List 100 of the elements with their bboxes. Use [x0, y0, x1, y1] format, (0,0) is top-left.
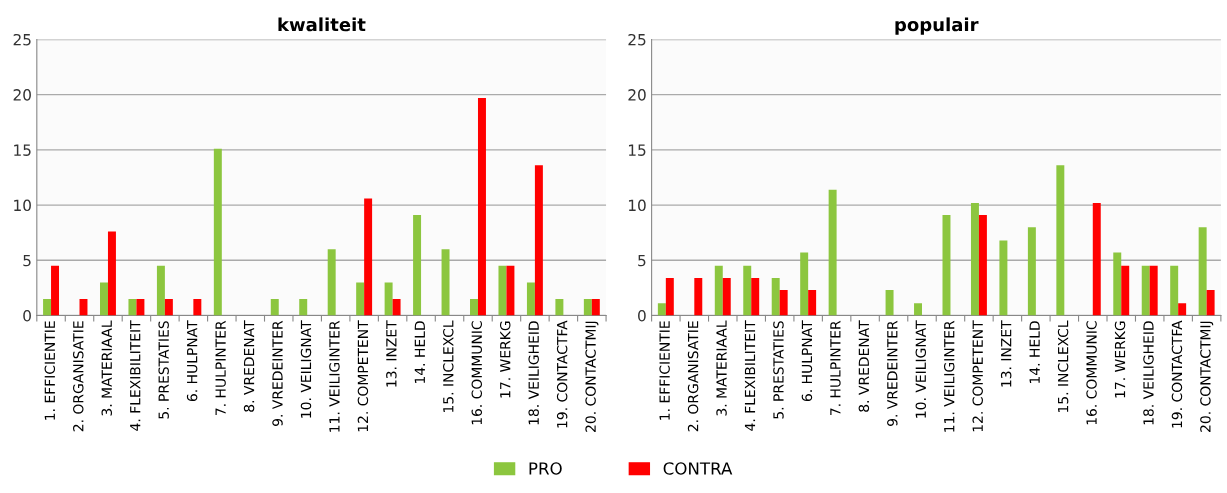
bar [779, 290, 788, 316]
bar [1149, 265, 1158, 316]
x-tick-label: 8. VREDENAT [858, 320, 870, 412]
x-tick-label: 2. ORGANISATIE [687, 321, 699, 432]
x-tick-label: 12. COMPETENT [972, 320, 983, 432]
y-tick-label: 20 [628, 89, 646, 101]
x-tick-label: 2. ORGANISATIE [73, 321, 84, 432]
x-tick-label: 10. VEILIGNAT [300, 320, 312, 418]
bar [100, 282, 108, 316]
bar [828, 189, 837, 316]
bar [107, 231, 116, 316]
bar [1092, 202, 1101, 316]
y-tick-label: 15 [628, 144, 646, 156]
x-tick-label: 1. EFFICIENTIE [44, 321, 56, 420]
x-tick-label: 17. WERKG [1114, 321, 1126, 398]
y-tick-label: 10 [628, 199, 646, 212]
bar [1056, 165, 1065, 316]
x-tick-label: 20. CONTACTMIJ [1200, 321, 1214, 432]
x-tick-label: 6. HULPNAT [801, 320, 813, 402]
x-tick-label: 7. HULPINTER [830, 320, 841, 416]
bar [384, 282, 393, 316]
x-tick-label: 19. CONTACTFA [1171, 320, 1183, 428]
y-tick-label: 25 [628, 33, 646, 46]
bar [1113, 252, 1122, 316]
x-tick-label: 3. MATERIAAL [716, 320, 727, 416]
x-tick-label: 4. FLEXIBILITEIT [744, 320, 756, 431]
chart-title: kwaliteit [278, 17, 366, 32]
x-tick-label: 11. VEILIGINTER [329, 320, 340, 432]
bar [193, 298, 202, 316]
bar [43, 298, 52, 316]
bar [555, 298, 564, 316]
x-tick-label: 14. HELD [1029, 321, 1040, 384]
bar [800, 252, 809, 316]
bar [51, 265, 60, 316]
bar [583, 298, 592, 316]
y-tick-label: 15 [14, 144, 31, 156]
y-tick-label: 5 [23, 254, 31, 267]
bar [1141, 265, 1150, 316]
x-tick-label: 9. VREDEINTER [272, 320, 283, 426]
bar [136, 298, 145, 316]
bar [270, 298, 279, 316]
bar [128, 298, 137, 316]
bar [156, 265, 165, 316]
x-tick-label: 14. HELD [414, 321, 425, 384]
x-tick-label: 20. CONTACTMIJ [585, 321, 599, 432]
bar [743, 265, 752, 316]
x-tick-label: 7. HULPINTER [215, 320, 226, 416]
bar [1027, 227, 1036, 316]
bar [534, 165, 543, 316]
bar [591, 298, 600, 316]
legend-label: CONTRA [663, 462, 733, 475]
y-tick-label: 20 [13, 89, 31, 101]
bar [942, 215, 951, 316]
bar [327, 249, 336, 316]
bar [751, 277, 760, 316]
legend-label: PRO [529, 462, 562, 475]
x-tick-label: 15. INCLEXCL [1057, 320, 1069, 412]
bar [885, 290, 894, 316]
bar [1206, 290, 1215, 316]
x-tick-label: 13. INZET [386, 320, 397, 387]
bar [808, 290, 817, 316]
bar [1198, 227, 1207, 316]
bar [413, 215, 422, 316]
x-tick-label: 1. EFFICIENTIE [659, 321, 670, 420]
x-tick-label: 4. FLEXIBILITEIT [130, 320, 141, 431]
bar [506, 265, 515, 316]
bar [470, 298, 478, 316]
bar [526, 282, 535, 316]
x-tick-label: 11. VEILIGINTER [943, 320, 955, 432]
bar [392, 298, 401, 316]
x-tick-label: 19. CONTACTFA [556, 320, 568, 428]
bar [970, 202, 979, 316]
x-tick-label: 16. COMMUNIC [471, 321, 483, 425]
bar [477, 97, 486, 316]
x-tick-label: 5. PRESTATIES [773, 321, 784, 419]
chart-title: populair [895, 17, 979, 35]
bar [665, 277, 674, 316]
x-tick-label: 12. COMPETENT [357, 320, 369, 432]
x-tick-label: 13. INZET [1000, 320, 1012, 387]
bar [441, 249, 450, 316]
x-tick-label: 6. HULPNAT [186, 320, 198, 402]
bar [1121, 265, 1130, 316]
x-tick-label: 9. VREDEINTER [887, 320, 898, 426]
bar [164, 298, 173, 316]
x-tick-label: 17. WERKG [499, 321, 511, 398]
x-tick-label: 3. MATERIAAL [101, 320, 112, 416]
bar [722, 277, 731, 316]
x-tick-label: 10. VEILIGNAT [915, 320, 927, 418]
y-tick-label: 25 [13, 33, 31, 46]
bar [914, 303, 922, 316]
y-tick-label: 0 [638, 309, 646, 322]
bar [364, 198, 373, 316]
bar [1170, 265, 1179, 316]
bar [498, 265, 507, 316]
bar [657, 303, 666, 316]
bar [299, 298, 308, 316]
bar [694, 277, 703, 316]
bar [356, 282, 365, 316]
bar [1178, 303, 1187, 316]
bar [978, 215, 987, 316]
